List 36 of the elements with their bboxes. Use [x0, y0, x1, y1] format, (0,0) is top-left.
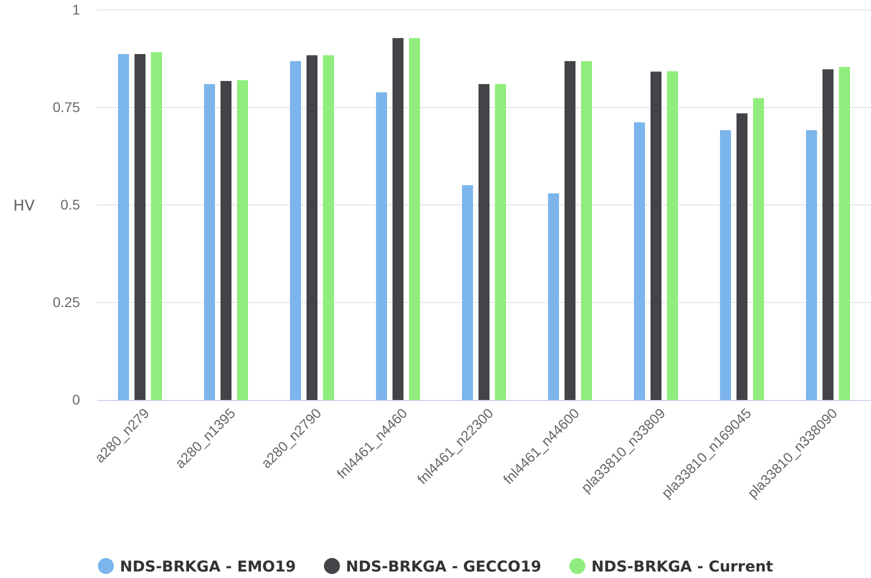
bar: [720, 130, 731, 400]
bar: [290, 61, 301, 400]
legend-label: NDS-BRKGA - GECCO19: [346, 557, 542, 576]
bar: [118, 54, 129, 400]
bar: [323, 55, 334, 400]
bar: [376, 92, 387, 400]
bar: [667, 71, 678, 400]
bar: [151, 52, 162, 400]
y-tick-label: 1: [72, 1, 80, 18]
bar: [839, 66, 850, 400]
y-tick-label: 0.5: [60, 196, 80, 212]
bar: [237, 80, 248, 400]
bar: [822, 69, 834, 400]
bar: [806, 130, 817, 400]
bar: [548, 193, 559, 400]
bar: [478, 84, 490, 400]
bar: [736, 113, 748, 400]
bar: [564, 61, 576, 400]
bar: [581, 61, 592, 400]
y-tick-label: 0.75: [52, 98, 80, 115]
bar: [220, 80, 232, 400]
legend-label: NDS-BRKGA - EMO19: [120, 557, 296, 576]
bar: [134, 54, 146, 400]
bar: [462, 185, 473, 400]
legend-label: NDS-BRKGA - Current: [591, 557, 774, 576]
bar: [634, 122, 645, 400]
bar: [204, 84, 215, 400]
y-axis-title: HV: [13, 196, 36, 214]
bar: [306, 55, 318, 400]
bar: [650, 72, 662, 400]
y-tick-label: 0: [72, 391, 80, 408]
bar: [753, 98, 764, 400]
bar: [495, 84, 506, 400]
y-tick-label: 0.25: [52, 294, 80, 310]
bar: [392, 38, 404, 400]
bar: [409, 38, 420, 400]
